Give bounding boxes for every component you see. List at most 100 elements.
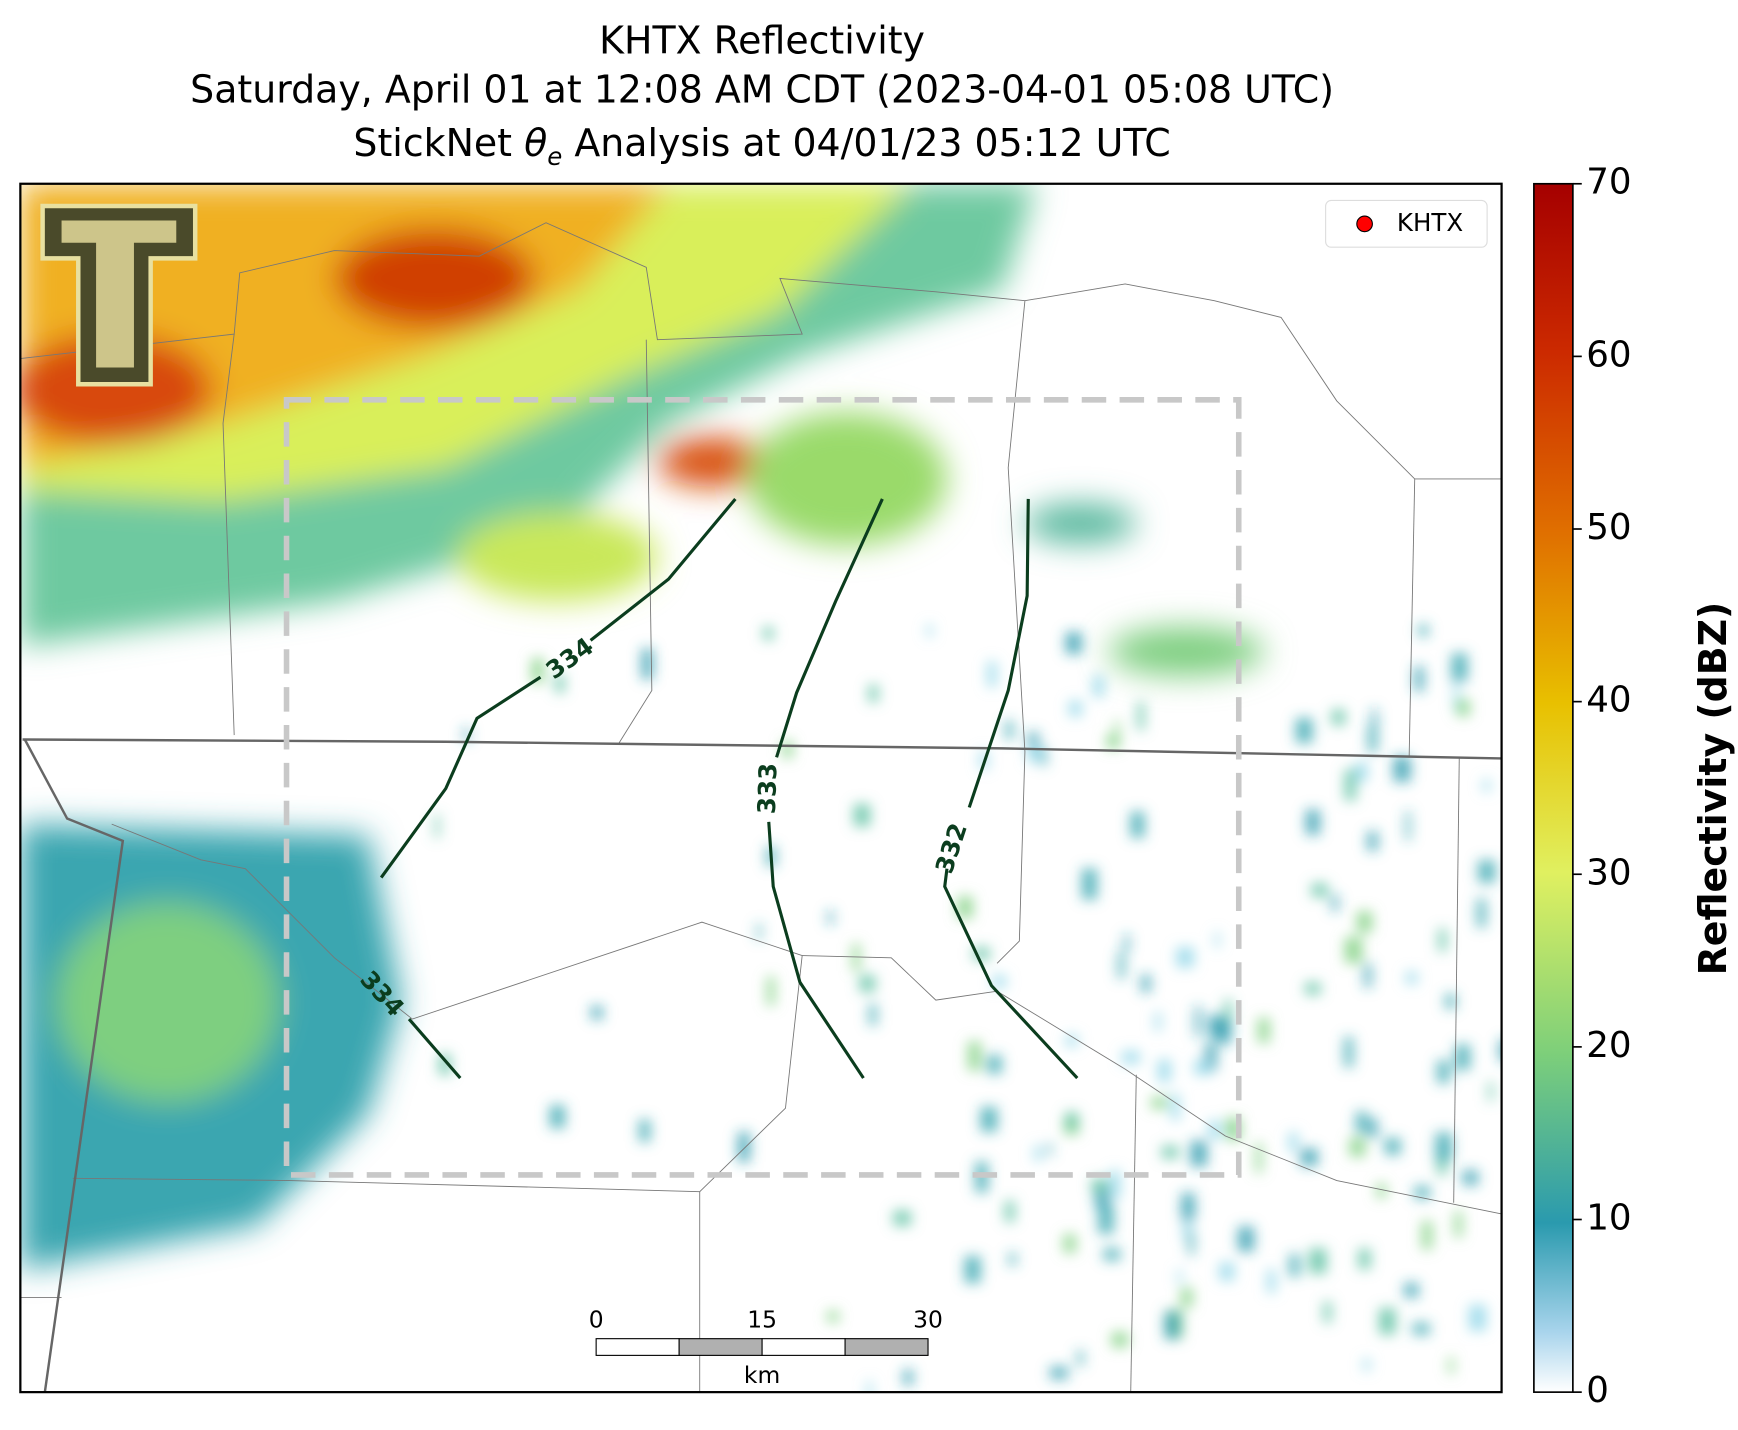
title-subscript: e [547,142,562,171]
radar-speckle [1355,1111,1368,1134]
theta-e-contours [379,497,1079,1080]
title-part: Analysis at 04/01/23 05:12 UTC [574,121,1170,165]
radar-speckle [1219,1262,1235,1281]
radar-speckle [1454,1211,1463,1238]
radar-speckle [1065,632,1082,654]
colorbar-tick-label: 10 [1586,1198,1631,1239]
radar-speckle [1435,1132,1453,1161]
radar-speckle [1255,1142,1263,1173]
radar-speckle [1456,699,1470,717]
radar-speckle [782,740,793,758]
colorbar-tick-label: 40 [1586,680,1631,721]
scale-segment [595,1338,680,1356]
scale-tick-label: 30 [913,1306,943,1334]
radar-speckle [1462,1170,1478,1186]
radar-speckle [1154,1012,1161,1032]
radar-speckle [1094,1188,1110,1209]
radar-speckle [1137,702,1145,731]
radar-speckle [980,1107,998,1132]
radar-speckle [1376,1183,1387,1198]
contour-label: 333 [752,762,783,814]
radar-speckle [1027,732,1039,749]
radar-speckle [1183,1216,1192,1241]
radar-speckle [1368,1118,1378,1138]
radar-speckle [964,1256,981,1284]
radar-speckle [1323,1301,1332,1323]
radar-speckle [1404,1283,1419,1298]
radar-speckle [1214,932,1220,948]
radar-speckle [1363,1358,1371,1371]
radar-speckle [1476,898,1486,928]
radar-speckle [968,1041,981,1071]
radar-speckle [1151,1096,1168,1109]
radar-speckle [1065,1112,1078,1129]
radar-speckle [1355,762,1368,782]
radar-speckle [1358,1248,1371,1270]
radar-speckle [1257,1017,1270,1043]
radar-speckle [1098,1204,1114,1234]
title-symbol: θ [524,121,547,165]
radar-speckle [1469,1304,1487,1331]
radar-speckle [1004,1200,1015,1223]
radar-speckle [1379,1308,1396,1335]
radar-speckle [1091,1178,1108,1193]
radar-speckle [1438,928,1447,952]
radar-speckle [1289,1254,1300,1277]
radar-speckle [1311,883,1328,897]
radar-speckle [1478,860,1496,883]
radar-speckle [1445,994,1456,1009]
colorbar-tick-label: 60 [1586,334,1631,375]
radar-speckle [549,1105,566,1129]
radar-speckle [1177,1269,1182,1284]
logo [40,203,198,387]
radar-speckle [852,943,860,972]
radar-speckle [1448,1357,1454,1374]
radar-speckle [1437,1060,1450,1084]
radar-speckle [1393,756,1411,782]
radar-speckle [737,1132,750,1162]
colorbar-tick-label: 50 [1586,507,1631,548]
radar-speckle [1305,809,1320,835]
scale-segment [761,1338,846,1356]
radar-speckle [1309,1248,1327,1274]
radar-speckle [1451,653,1468,682]
radar-speckle [1164,1311,1180,1340]
radar-speckle [957,896,973,919]
subtitle: StickNet θe Analysis at 04/01/23 05:12 U… [353,121,1170,171]
radar-speckle [531,657,544,684]
radar-speckle [1034,1145,1042,1162]
radar-speckle [1161,1145,1179,1159]
legend-label: KHTX [1397,208,1463,237]
radar-speckle [555,674,565,693]
radar-speckle [1356,911,1373,933]
radar-speckle [869,1004,877,1026]
radar-speckle [827,910,834,925]
radar-speckle [903,1369,913,1386]
radar-speckle [1300,1148,1318,1166]
radar-speckle [1499,1039,1502,1061]
radar-speckle [1188,1231,1195,1255]
radar-speckle [1414,666,1424,692]
radar-speckle [1008,1252,1017,1266]
radar-speckle [1111,1332,1129,1348]
radar-speckle [766,976,775,1006]
radar-speckle [756,923,762,940]
radar-speckle [1305,982,1321,995]
radar-speckle [1077,1350,1084,1366]
radar-speckle [1190,1140,1207,1167]
radar-speckle [859,975,876,992]
radar-speckle [1482,779,1491,792]
radar-speckle [1344,937,1363,964]
radar-speckle [1109,1170,1121,1200]
colorbar-tick-label: 20 [1586,1025,1631,1066]
radar-speckle [1205,1043,1217,1071]
radar-speckle [1208,1014,1223,1038]
radar-speckle [987,661,997,687]
radar-speckle [926,624,933,637]
colorbar-tick-label: 70 [1586,162,1631,203]
radar-speckle [1412,1322,1430,1335]
radar-speckle [1065,1035,1078,1047]
radar-speckle [1063,1234,1076,1253]
